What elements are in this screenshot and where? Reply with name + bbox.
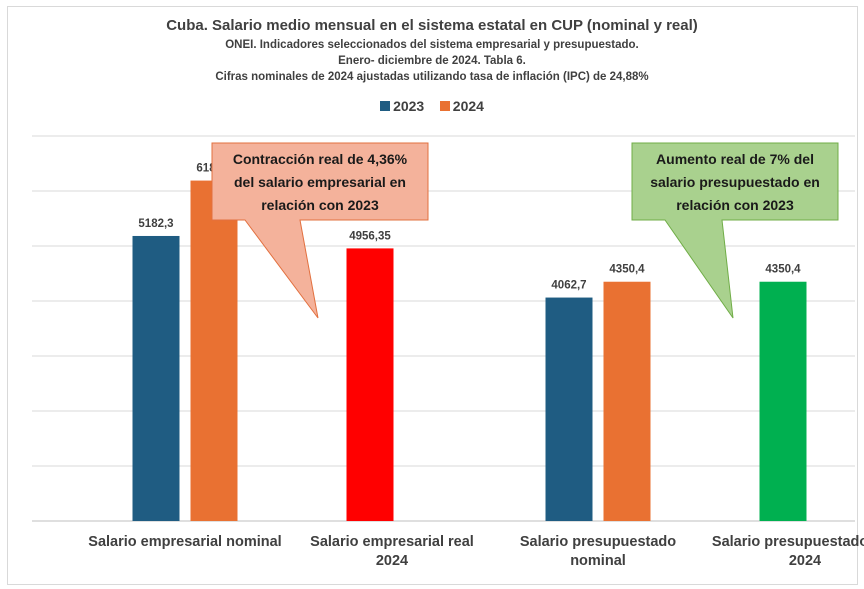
annotation-text: Aumento real de 7% del [656, 151, 814, 167]
chart-title: Cuba. Salario medio mensual en el sistem… [166, 17, 698, 34]
chart-subtitle-1: ONEI. Indicadores seleccionados del sist… [225, 39, 639, 51]
bar [190, 180, 238, 521]
x-tick-label: 2024 [376, 553, 408, 569]
chart-subtitle-2: Enero- diciembre de 2024. Tabla 6. [338, 55, 526, 67]
x-tick-label: Salario presupuestado real [712, 534, 864, 550]
legend-swatch [439, 101, 450, 111]
legend-item-2024: 2024 [439, 98, 484, 114]
bar [545, 297, 593, 521]
annotation-callout [211, 142, 429, 319]
annotation-callout [631, 142, 839, 319]
bar [759, 281, 807, 521]
x-tick-label: Salario empresarial nominal [88, 534, 281, 550]
legend-swatch [380, 101, 391, 111]
legend-item-2023: 2023 [380, 98, 424, 114]
annotation-text: Contracción real de 4,36% [233, 151, 408, 167]
annotation-text: del salario empresarial en [234, 174, 406, 190]
bar [603, 281, 651, 521]
x-tick-label: Salario empresarial real [310, 534, 474, 550]
legend-label: 2024 [452, 98, 484, 114]
bar [132, 235, 180, 521]
data-label: 4350,4 [609, 264, 645, 276]
x-tick-label: Salario presupuestado [520, 534, 676, 550]
x-tick-label: nominal [570, 553, 626, 569]
data-label: 4956,35 [349, 230, 391, 242]
chart-subtitle-3: Cifras nominales de 2024 ajustadas utili… [215, 71, 649, 83]
legend: 2023 2024 [0, 98, 864, 114]
data-label: 4350,4 [765, 264, 801, 276]
annotation-text: relación con 2023 [676, 197, 794, 213]
x-tick-label: 2024 [789, 553, 821, 569]
annotation-text: salario presupuestado en [650, 174, 820, 190]
legend-label: 2023 [393, 98, 425, 114]
data-label: 5182,3 [138, 218, 173, 230]
annotation-text: relación con 2023 [261, 197, 379, 213]
bar [346, 248, 394, 521]
data-label: 4062,7 [551, 280, 586, 292]
chart-frame [7, 6, 858, 585]
